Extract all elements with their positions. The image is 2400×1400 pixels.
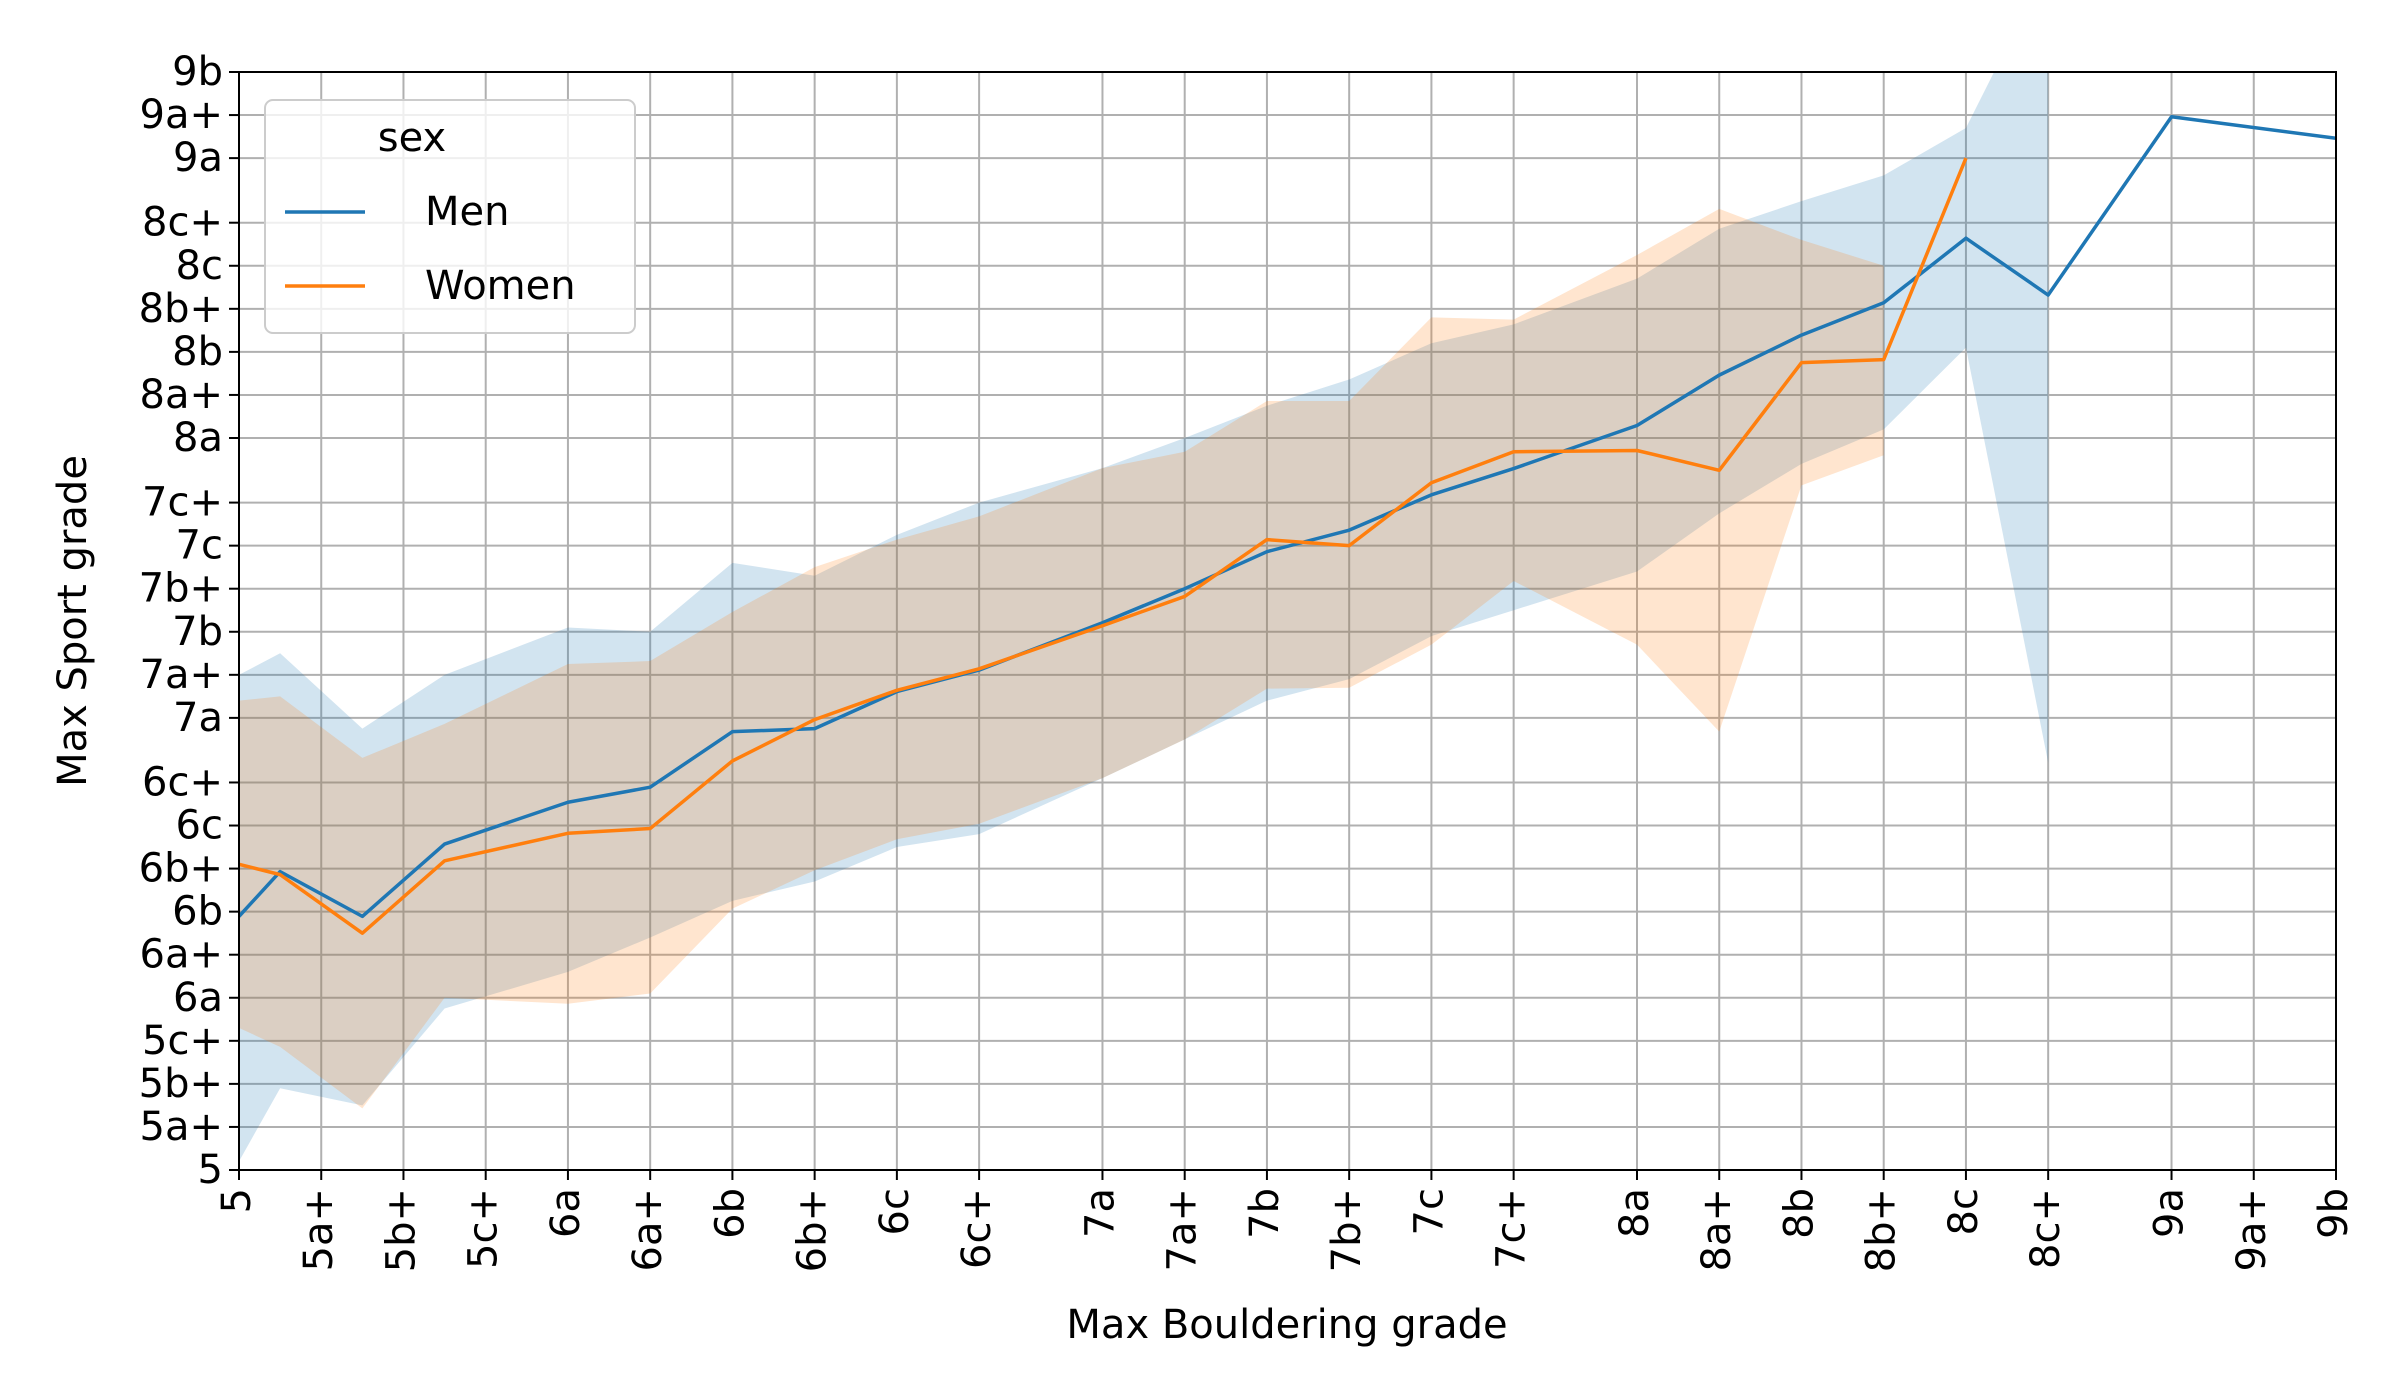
- y-tick-label: 8c: [176, 243, 223, 289]
- x-tick-label: 8b: [1776, 1188, 1822, 1239]
- lines: [239, 115, 2336, 935]
- legend: sex Men Women: [264, 99, 636, 334]
- x-tick-label: 9b: [2311, 1188, 2357, 1239]
- x-tick-label: 8b+: [1859, 1188, 1905, 1272]
- x-tick-label: 6c+: [954, 1188, 1000, 1269]
- y-tick-label: 7c+: [142, 480, 223, 526]
- y-tick-label: 7b+: [139, 566, 223, 612]
- x-tick-label: 7b+: [1324, 1188, 1370, 1272]
- line: [239, 157, 1968, 935]
- y-tick-label: 5c+: [142, 1018, 223, 1064]
- y-tick-label: 6c: [176, 803, 223, 849]
- legend-label: Men: [425, 189, 509, 235]
- y-tick-label: 5b+: [139, 1061, 223, 1107]
- x-tick-label: 7a+: [1160, 1188, 1206, 1271]
- line: [239, 115, 2336, 919]
- x-tick-label: 9a: [2147, 1188, 2193, 1238]
- y-tick-label: 5: [198, 1147, 223, 1193]
- x-tick-label: 5: [214, 1188, 260, 1213]
- y-tick-label: 8c+: [142, 200, 223, 246]
- y-tick-label: 6b+: [139, 846, 223, 892]
- y-tick-label: 7a+: [140, 652, 223, 698]
- x-tick-label: 8c: [1941, 1188, 1987, 1235]
- x-tick-label: 7a: [1077, 1188, 1123, 1238]
- x-tick-label: 8c+: [2023, 1188, 2069, 1269]
- confidence-band: [239, 208, 1884, 1109]
- x-axis-label: Max Bouldering grade: [1066, 1302, 1507, 1348]
- y-tick-label: 5a+: [140, 1104, 223, 1150]
- bands: [239, 72, 2049, 1162]
- y-tick-label: 7c: [176, 523, 223, 569]
- y-tick-label: 7a: [173, 695, 223, 741]
- y-tick-label: 6b: [172, 889, 223, 935]
- y-tick-label: 9b: [172, 49, 223, 95]
- x-tick-label: 7b: [1242, 1188, 1288, 1239]
- grid: [238, 71, 2337, 1171]
- y-tick-label: 7b: [172, 609, 223, 655]
- y-tick-label: 8a+: [140, 372, 223, 418]
- y-tick-label: 8b: [172, 329, 223, 375]
- legend-title: sex: [378, 115, 446, 161]
- x-tick-label: 5b+: [378, 1188, 424, 1272]
- x-tick-label: 6c: [872, 1188, 918, 1235]
- x-tick-label: 6a+: [625, 1188, 671, 1271]
- x-tick-label: 6a: [543, 1188, 589, 1238]
- ticks: 5 5a+ 5b+ 5c+ 6a 6a+ 6b 6b+ 6c 6c+ 7a 7a+ 7b 7b+ 7c 7c+…: [139, 49, 2357, 1272]
- x-tick-label: 6b: [707, 1188, 753, 1239]
- plot-frame: [238, 71, 2337, 1171]
- y-tick-label: 8b+: [139, 286, 223, 332]
- x-tick-label: 8a+: [1694, 1188, 1740, 1271]
- confidence-band: [239, 72, 2049, 1162]
- x-tick-label: 7c+: [1489, 1188, 1535, 1269]
- y-tick-label: 9a+: [140, 92, 223, 138]
- x-tick-label: 7c: [1406, 1188, 1452, 1235]
- x-tick-label: 5c+: [461, 1188, 507, 1269]
- x-tick-label: 6b+: [790, 1188, 836, 1272]
- legend-label: Women: [425, 263, 576, 309]
- y-tick-label: 8a: [173, 415, 223, 461]
- y-tick-label: 9a: [173, 135, 223, 181]
- legend-box: [264, 99, 636, 334]
- x-tick-label: 8a: [1612, 1188, 1658, 1238]
- y-axis-label: Max Sport grade: [50, 455, 96, 787]
- y-tick-label: 6c+: [142, 759, 223, 805]
- x-tick-label: 5a+: [296, 1188, 342, 1271]
- x-tick-label: 9a+: [2229, 1188, 2275, 1271]
- y-tick-label: 6a: [173, 975, 223, 1021]
- y-tick-label: 6a+: [140, 932, 223, 978]
